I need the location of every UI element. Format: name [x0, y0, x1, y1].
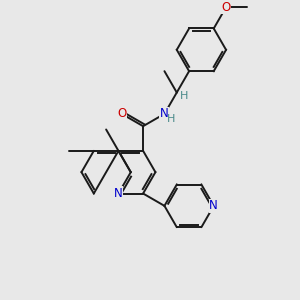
Text: N: N — [209, 199, 218, 212]
Text: N: N — [160, 107, 169, 120]
Text: N: N — [114, 187, 123, 200]
Text: O: O — [221, 1, 231, 13]
Text: H: H — [179, 92, 188, 101]
Text: H: H — [167, 114, 176, 124]
Text: O: O — [117, 107, 126, 120]
